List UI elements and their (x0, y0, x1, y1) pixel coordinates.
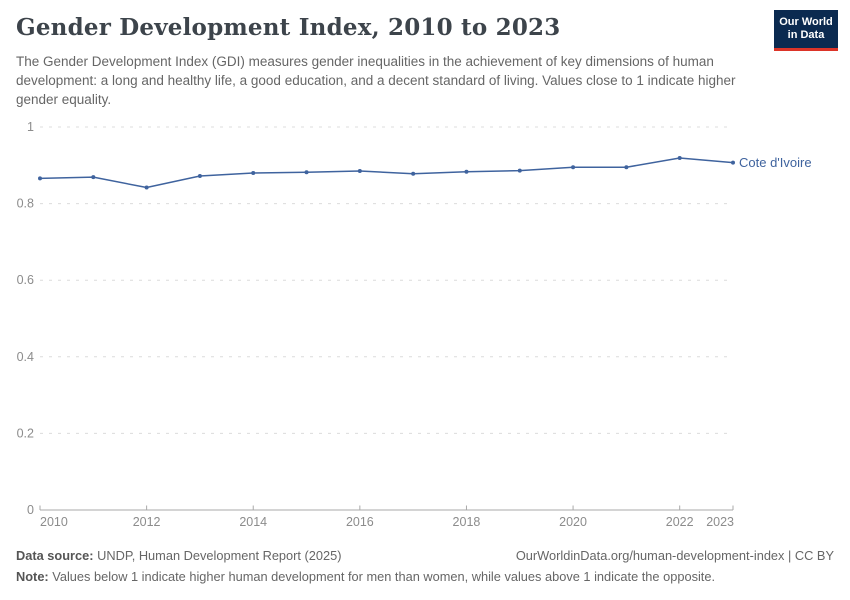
owid-logo-line1: Our World (779, 16, 833, 28)
y-tick-label: 0.4 (17, 350, 34, 364)
x-tick-label: 2020 (559, 515, 587, 529)
data-point (304, 170, 309, 175)
data-source-text: UNDP, Human Development Report (2025) (97, 548, 342, 563)
x-tick-label: 2016 (346, 515, 374, 529)
x-tick-label: 2010 (40, 515, 68, 529)
data-point (464, 169, 469, 174)
note-label: Note: (16, 569, 49, 584)
y-tick-label: 0.8 (17, 197, 34, 211)
page-title: Gender Development Index, 2010 to 2023 (16, 14, 561, 41)
x-tick-label: 2022 (666, 515, 694, 529)
owid-url-link[interactable]: OurWorldinData.org/human-development-ind… (515, 548, 834, 563)
data-point (731, 160, 735, 165)
data-point (677, 156, 682, 161)
x-tick-label: 2012 (133, 515, 161, 529)
data-point (517, 168, 522, 173)
note-text: Values below 1 indicate higher human dev… (52, 569, 716, 584)
y-tick-label: 0.2 (17, 426, 34, 440)
data-source: Data source: UNDP, Human Development Rep… (16, 548, 342, 563)
data-line (39, 157, 734, 189)
data-point (38, 176, 42, 181)
data-point (357, 169, 362, 174)
data-point (144, 185, 149, 190)
data-point (571, 165, 576, 170)
data-point (251, 170, 256, 175)
data-point (91, 175, 96, 180)
series-label: Cote d'Ivoire (739, 155, 812, 170)
chart-subtitle: The Gender Development Index (GDI) measu… (16, 54, 736, 107)
x-tick-label: 2023 (706, 515, 734, 529)
y-tick-label: 0 (27, 503, 34, 517)
x-tick-label: 2014 (239, 515, 267, 529)
data-point (197, 174, 202, 179)
owid-logo-line2: in Data (787, 29, 825, 41)
chart-note: Note: Values below 1 indicate higher hum… (16, 569, 834, 584)
data-point (624, 165, 629, 170)
data-point (411, 171, 416, 176)
data-source-label: Data source: (16, 548, 94, 563)
y-tick-label: 0.6 (17, 273, 34, 287)
chart-footer: Data source: UNDP, Human Development Rep… (16, 548, 834, 584)
owid-logo: Our World in Data (774, 10, 838, 51)
x-tick-label: 2018 (453, 515, 481, 529)
y-tick-label: 1 (27, 120, 34, 134)
